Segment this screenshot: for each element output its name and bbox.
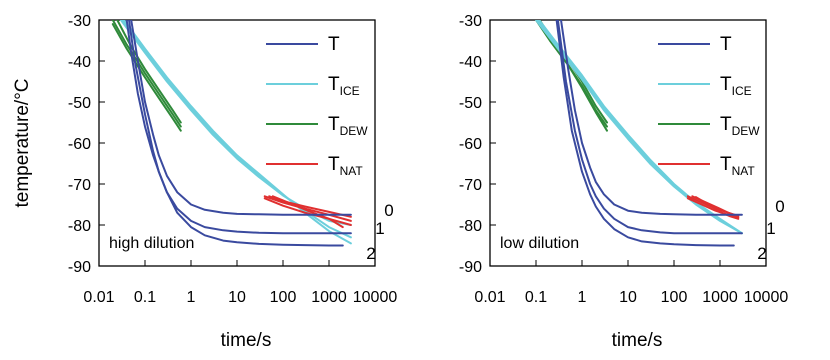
series-line-t-1 (128, 20, 352, 235)
y-tick-label: -40 (68, 54, 91, 71)
x-axis-title: time/s (221, 330, 272, 351)
series-line-t-0 (560, 20, 743, 216)
y-tick-label: -80 (68, 218, 91, 235)
curve-label: 0 (384, 201, 393, 220)
series-line-t-ice (537, 20, 743, 235)
curve-label-layer: 012 (757, 197, 784, 263)
series-line-t-nat (694, 196, 740, 220)
legend-label: TICE (328, 74, 360, 98)
series-line-t-2 (555, 20, 735, 247)
legend-label: TDEW (720, 114, 760, 138)
series-line-t-1 (556, 20, 743, 235)
y-tick-label: -30 (459, 13, 482, 30)
y-tick-label: -70 (459, 177, 482, 194)
y-tick-label: -40 (459, 54, 482, 71)
curve-label: 0 (775, 197, 784, 216)
x-tick-label: 10000 (353, 289, 398, 306)
series-line-t-dew (116, 20, 182, 124)
series-line-t-ice (535, 20, 743, 235)
curve-label: 2 (757, 244, 766, 263)
x-tick-label: 100 (661, 289, 688, 306)
legend: T TICE TDEW TNAT (266, 34, 368, 178)
x-tick-label: 10 (228, 289, 246, 306)
series-line-t-ice (121, 20, 352, 239)
y-tick-label: -70 (68, 177, 91, 194)
legend-label: TDEW (328, 114, 368, 138)
curve-label: 1 (375, 219, 384, 238)
y-tick-label: -50 (68, 95, 91, 112)
curve-label: 1 (766, 219, 775, 238)
x-tick-label: 10000 (744, 289, 789, 306)
y-tick-label: -60 (459, 136, 482, 153)
series-line-t-dew (111, 23, 182, 132)
curve-label-layer: 012 (366, 201, 393, 263)
plot-frame (489, 19, 767, 267)
x-tick-label: 1000 (702, 289, 738, 306)
curve-label: 2 (366, 244, 375, 263)
y-axis-title: temperature/°C (12, 78, 33, 207)
series-line-t-ice (122, 20, 352, 245)
y-tick-label: -30 (68, 13, 91, 30)
legend: T TICE TDEW TNAT (658, 34, 760, 178)
x-tick-label: 0.01 (83, 289, 114, 306)
x-tick-label: 1 (578, 289, 587, 306)
series-layer (111, 20, 352, 247)
series-line-t-dew (111, 20, 182, 128)
series-layer (535, 20, 743, 247)
y-tick-label: -60 (68, 136, 91, 153)
panel-low-dilution: 0.01 0.1 1 10 100 1000 10000-90-80-70-60-50-40… (459, 13, 788, 351)
legend-label: TNAT (720, 154, 755, 178)
x-tick-label: 1 (187, 289, 196, 306)
y-tick-label: -80 (459, 218, 482, 235)
x-tick-label: 0.01 (474, 289, 505, 306)
x-tick-label: 0.1 (134, 289, 156, 306)
legend-label: T (328, 34, 340, 55)
series-line-t-nat (263, 197, 352, 226)
x-tick-label: 100 (270, 289, 297, 306)
panel-label: high dilution (109, 235, 194, 252)
series-line-t-2 (125, 20, 344, 247)
series-line-t-nat (271, 195, 344, 229)
legend-label: T (720, 34, 732, 55)
series-line-t-0 (130, 20, 352, 216)
legend-label: TNAT (328, 154, 363, 178)
panel-label: low dilution (500, 235, 579, 252)
x-axis-title: time/s (612, 330, 663, 351)
series-line-t-ice (536, 20, 743, 235)
x-tick-label: 0.1 (525, 289, 547, 306)
panel-high-dilution: 0.01 0.1 1 10 100 1000 10000-90-80-70-60-50-40… (68, 13, 397, 351)
legend-label: TICE (720, 74, 752, 98)
series-line-t-ice (119, 20, 352, 226)
y-tick-label: -50 (459, 95, 482, 112)
x-tick-label: 10 (619, 289, 637, 306)
tick-layer: 0.01 0.1 1 10 100 1000 10000-90-80-70-60-50-40… (68, 13, 397, 306)
x-tick-label: 1000 (311, 289, 347, 306)
tick-layer: 0.01 0.1 1 10 100 1000 10000-90-80-70-60-50-40… (459, 13, 788, 306)
y-tick-label: -90 (459, 259, 482, 276)
y-tick-label: -90 (68, 259, 91, 276)
